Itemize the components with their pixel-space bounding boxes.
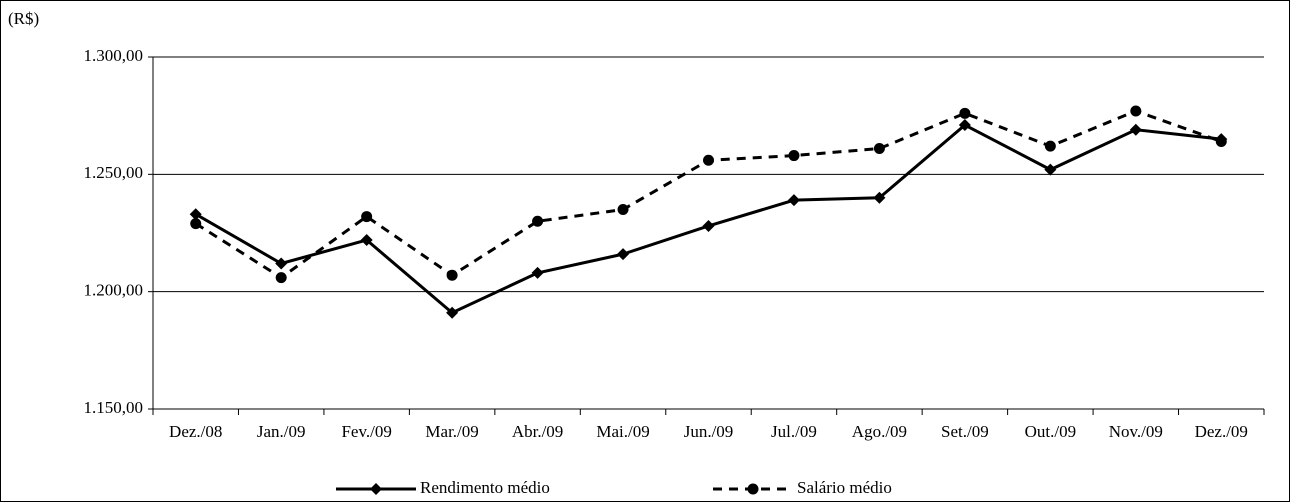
x-tick-label: Out./09 — [1025, 422, 1076, 441]
x-tick-label: Jan./09 — [257, 422, 306, 441]
y-tick-label: 1.300,00 — [84, 46, 144, 65]
data-point — [531, 266, 544, 279]
x-tick-label: Ago./09 — [852, 422, 907, 441]
x-tick-label: Set./09 — [941, 422, 989, 441]
x-tick-label: Abr./09 — [512, 422, 563, 441]
data-point — [361, 211, 373, 223]
x-tick-label: Jun./09 — [684, 422, 734, 441]
x-tick-label: Mai./09 — [596, 422, 649, 441]
data-point — [959, 107, 971, 119]
legend-label: Salário médio — [797, 478, 892, 497]
y-tick-label: 1.250,00 — [84, 163, 144, 182]
x-tick-label: Jul./09 — [771, 422, 817, 441]
data-point — [446, 269, 458, 281]
data-point — [788, 150, 800, 162]
data-point — [1130, 105, 1142, 117]
y-tick-label: 1.150,00 — [84, 398, 144, 417]
data-point — [532, 215, 544, 227]
data-point — [873, 191, 886, 204]
data-point — [1044, 163, 1057, 176]
data-point — [617, 248, 630, 261]
data-point — [703, 154, 714, 166]
x-tick-label: Nov./09 — [1109, 422, 1163, 441]
data-point — [446, 306, 459, 319]
data-point — [1044, 140, 1056, 152]
data-point — [360, 234, 373, 247]
legend-marker — [747, 483, 759, 495]
data-point — [958, 119, 971, 132]
y-tick-label: 1.200,00 — [84, 281, 144, 300]
x-tick-label: Dez./09 — [1195, 422, 1248, 441]
legend-label: Rendimento médio — [420, 478, 550, 497]
data-point — [275, 272, 287, 284]
data-point — [873, 143, 885, 155]
data-point — [1215, 135, 1227, 147]
x-tick-label: Dez./08 — [169, 422, 222, 441]
data-point — [787, 194, 800, 207]
data-point — [275, 257, 288, 270]
x-tick-label: Fev./09 — [341, 422, 391, 441]
y-axis-label: (R$) — [8, 9, 39, 28]
data-point — [190, 218, 202, 230]
data-point — [1129, 123, 1142, 136]
data-point — [617, 204, 629, 216]
data-point — [702, 219, 715, 232]
data-point — [189, 208, 202, 221]
x-tick-label: Mar./09 — [425, 422, 478, 441]
legend-marker — [370, 483, 382, 495]
